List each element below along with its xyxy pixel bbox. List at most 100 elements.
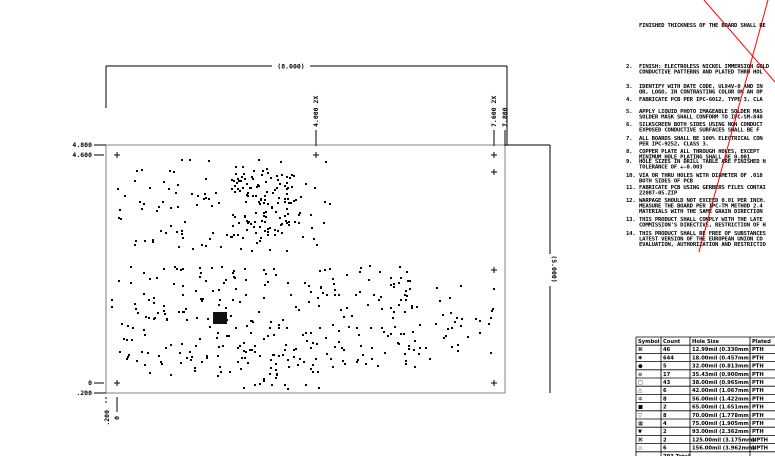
drill-hole bbox=[263, 215, 265, 217]
drill-hole bbox=[234, 277, 236, 279]
table-cell-plated: NPTH bbox=[752, 446, 768, 452]
drill-hole bbox=[492, 308, 494, 310]
drill-hole bbox=[202, 298, 204, 300]
drill-hole bbox=[326, 294, 328, 296]
note-number: 4. bbox=[626, 97, 632, 103]
note-line: WARPAGE SHOULD NOT EXCEED 0.01 PER INCH. bbox=[639, 198, 766, 204]
drill-hole bbox=[442, 314, 444, 316]
table-cell-count: 5 bbox=[663, 364, 667, 370]
drill-hole bbox=[263, 269, 265, 271]
drill-hole bbox=[218, 304, 220, 306]
drill-hole bbox=[359, 271, 361, 273]
drill-hole bbox=[284, 384, 286, 386]
drill-hole bbox=[165, 347, 167, 349]
table-cell-count: 2 bbox=[663, 437, 667, 443]
ordinate-x-7600: 7.600 2X bbox=[490, 96, 498, 127]
drill-hole bbox=[211, 267, 213, 269]
drill-hole bbox=[248, 221, 250, 223]
drill-hole bbox=[276, 374, 278, 376]
drill-hole bbox=[267, 335, 269, 337]
drill-hole bbox=[205, 280, 207, 282]
drill-hole bbox=[199, 276, 201, 278]
drill-hole bbox=[201, 361, 203, 363]
table-row: ▽ 8 70.00mil (1.778mm) PTH bbox=[638, 413, 764, 419]
drill-hole bbox=[221, 266, 223, 268]
drill-hole bbox=[160, 230, 162, 232]
drill-hole bbox=[185, 308, 187, 310]
drill-hole bbox=[231, 236, 233, 238]
table-cell-size: 38.00mil (0.965mm) bbox=[692, 380, 751, 386]
drill-hole bbox=[384, 352, 386, 354]
board-outline bbox=[105, 144, 506, 394]
note-line: 22087-05.ZIP bbox=[639, 191, 678, 197]
table-cell-plated: NPTH bbox=[752, 437, 768, 443]
drill-hole bbox=[225, 307, 227, 309]
table-cell-size: 56.00mil (1.422mm) bbox=[692, 396, 751, 402]
drill-hole bbox=[371, 347, 373, 349]
drill-hole bbox=[450, 312, 452, 314]
drill-hole bbox=[134, 303, 136, 305]
ordinate-y-4800: 4.800 bbox=[72, 141, 92, 149]
table-cell-plated: PTH bbox=[752, 355, 764, 361]
drill-hole bbox=[414, 366, 416, 368]
drill-hole bbox=[253, 170, 255, 172]
drill-hole bbox=[263, 338, 265, 340]
drill-hole bbox=[253, 226, 255, 228]
drill-hole bbox=[411, 305, 413, 307]
drill-hole bbox=[177, 184, 179, 186]
note-line: MINIMUM HOLE PLATING SHALL BE 0.001 bbox=[639, 155, 751, 161]
drill-hole bbox=[256, 242, 258, 244]
drill-hole bbox=[409, 280, 411, 282]
note-item: 13. THIS PRODUCT SHALL COMPLY WITH THE LA… bbox=[626, 217, 766, 229]
drill-hole bbox=[235, 166, 237, 168]
drill-hole bbox=[201, 300, 203, 302]
note-item: 11. FABRICATE PCB USING GERBERS FILES CON… bbox=[626, 185, 766, 197]
drill-hole bbox=[267, 203, 269, 205]
drill-hole bbox=[264, 284, 266, 286]
drill-hole bbox=[269, 373, 271, 375]
drill-hole bbox=[226, 335, 228, 337]
drill-hole bbox=[285, 220, 287, 222]
drill-hole bbox=[218, 289, 220, 291]
drill-hole bbox=[323, 222, 325, 224]
drill-hole bbox=[298, 309, 300, 311]
table-cell-plated: PTH bbox=[752, 347, 764, 353]
drill-hole bbox=[143, 272, 145, 274]
drill-hole bbox=[177, 206, 179, 208]
drill-hole bbox=[196, 317, 198, 319]
drill-hole bbox=[310, 368, 312, 370]
drill-hole bbox=[131, 339, 133, 341]
drill-hole bbox=[293, 175, 295, 177]
drill-hole bbox=[243, 173, 245, 175]
drill-hole bbox=[300, 196, 302, 198]
drill-hole bbox=[170, 344, 172, 346]
note-item: 6. SILKSCREEN BOTH SIDES USING NON CONDUC… bbox=[626, 122, 764, 134]
drill-hole bbox=[225, 279, 227, 281]
note-line: EVALUATION, AUTHORIZATION AND RESTRICTIO bbox=[639, 242, 767, 248]
drill-hole bbox=[209, 326, 211, 328]
table-header: Plated bbox=[752, 339, 771, 345]
drill-hole bbox=[287, 282, 289, 284]
drill-hole bbox=[206, 357, 208, 359]
drill-hole bbox=[457, 344, 459, 346]
table-cell-size: 70.00mil (1.778mm) bbox=[692, 413, 751, 419]
drill-hole bbox=[234, 216, 236, 218]
drill-hole bbox=[267, 231, 269, 233]
drill-hole bbox=[258, 201, 260, 203]
drill-hole bbox=[163, 268, 165, 270]
drill-hole bbox=[241, 357, 243, 359]
drill-hole bbox=[408, 348, 410, 350]
drill-hole bbox=[149, 187, 151, 189]
drill-hole bbox=[299, 212, 301, 214]
drill-hole bbox=[293, 349, 295, 351]
drill-hole bbox=[287, 213, 289, 215]
drill-hole bbox=[237, 347, 239, 349]
table-cell-symbol: ⌘ bbox=[638, 437, 643, 443]
note-line: MEASURE THE BOARD PER IPC-TM METHOD 2.4 bbox=[639, 204, 763, 210]
drill-hole bbox=[359, 291, 361, 293]
drill-hole bbox=[254, 221, 256, 223]
drill-hole bbox=[408, 345, 410, 347]
drill-hole bbox=[156, 210, 158, 212]
drill-hole bbox=[141, 351, 143, 353]
note-line: MATERIALS WITH THE SAME GRAIN DIRECTION bbox=[639, 209, 763, 215]
